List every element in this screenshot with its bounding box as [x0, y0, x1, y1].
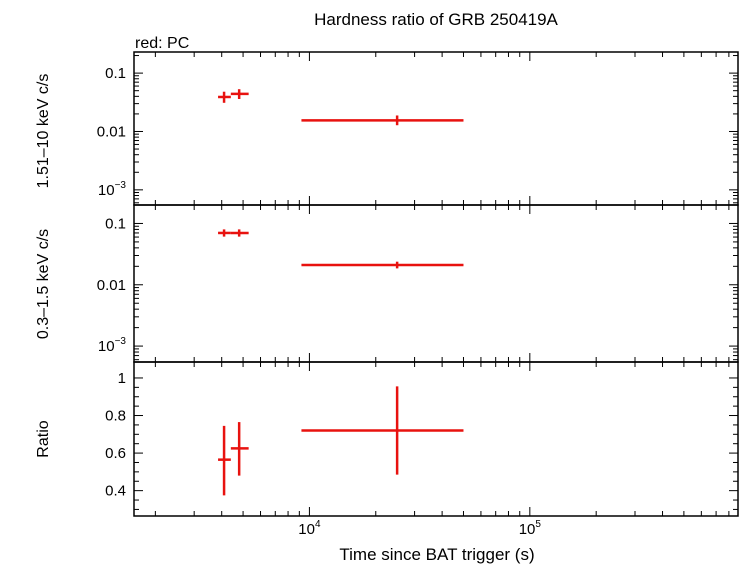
y-tick-label: 1 — [118, 370, 126, 387]
panel-hard-band: 0.1 0.01 10−3 1.51–10 keV c/s — [35, 51, 739, 206]
panel-frame — [133, 204, 739, 363]
y-axis-label-hard-band: 1.51–10 keV c/s — [35, 74, 52, 189]
y-tick-label: 10−3 — [98, 336, 127, 355]
data-point — [230, 422, 249, 476]
y-tick-label: 0.1 — [105, 65, 126, 82]
chart-panels: 0.1 0.01 10−3 1.51–10 keV c/s 0.1 0.01 10−3 0.3… — [35, 51, 739, 538]
y-tick-label: 0.8 — [105, 408, 126, 425]
data-point — [218, 229, 231, 237]
panel-frame — [133, 361, 739, 517]
y-axis-label-soft-band: 0.3–1.5 keV c/s — [35, 229, 52, 339]
y-tick-label: 0.01 — [97, 123, 126, 140]
chart-title: Hardness ratio of GRB 250419A — [314, 10, 558, 29]
data-point — [301, 386, 464, 475]
x-tick-label: 104 — [298, 519, 321, 538]
y-tick-label: 0.4 — [105, 483, 126, 500]
data-point — [230, 229, 249, 237]
panel-frame — [133, 51, 739, 206]
y-axis-label-ratio: Ratio — [35, 420, 52, 457]
data-point — [230, 89, 249, 100]
x-tick-label: 105 — [519, 519, 542, 538]
panel-soft-band: 0.1 0.01 10−3 0.3–1.5 keV c/s — [35, 204, 739, 363]
y-tick-label: 0.1 — [105, 215, 126, 232]
y-tick-label: 10−3 — [98, 180, 127, 199]
panel-ratio: 0.4 0.6 0.8 1 Ratio — [35, 361, 739, 517]
data-point — [218, 425, 231, 496]
data-point — [218, 91, 231, 103]
data-point — [301, 261, 464, 269]
data-point — [301, 115, 464, 126]
y-tick-label: 0.01 — [97, 277, 126, 294]
chart-subtitle: red: PC — [135, 35, 189, 52]
x-axis-label: Time since BAT trigger (s) — [339, 545, 534, 564]
y-tick-label: 0.6 — [105, 445, 126, 462]
